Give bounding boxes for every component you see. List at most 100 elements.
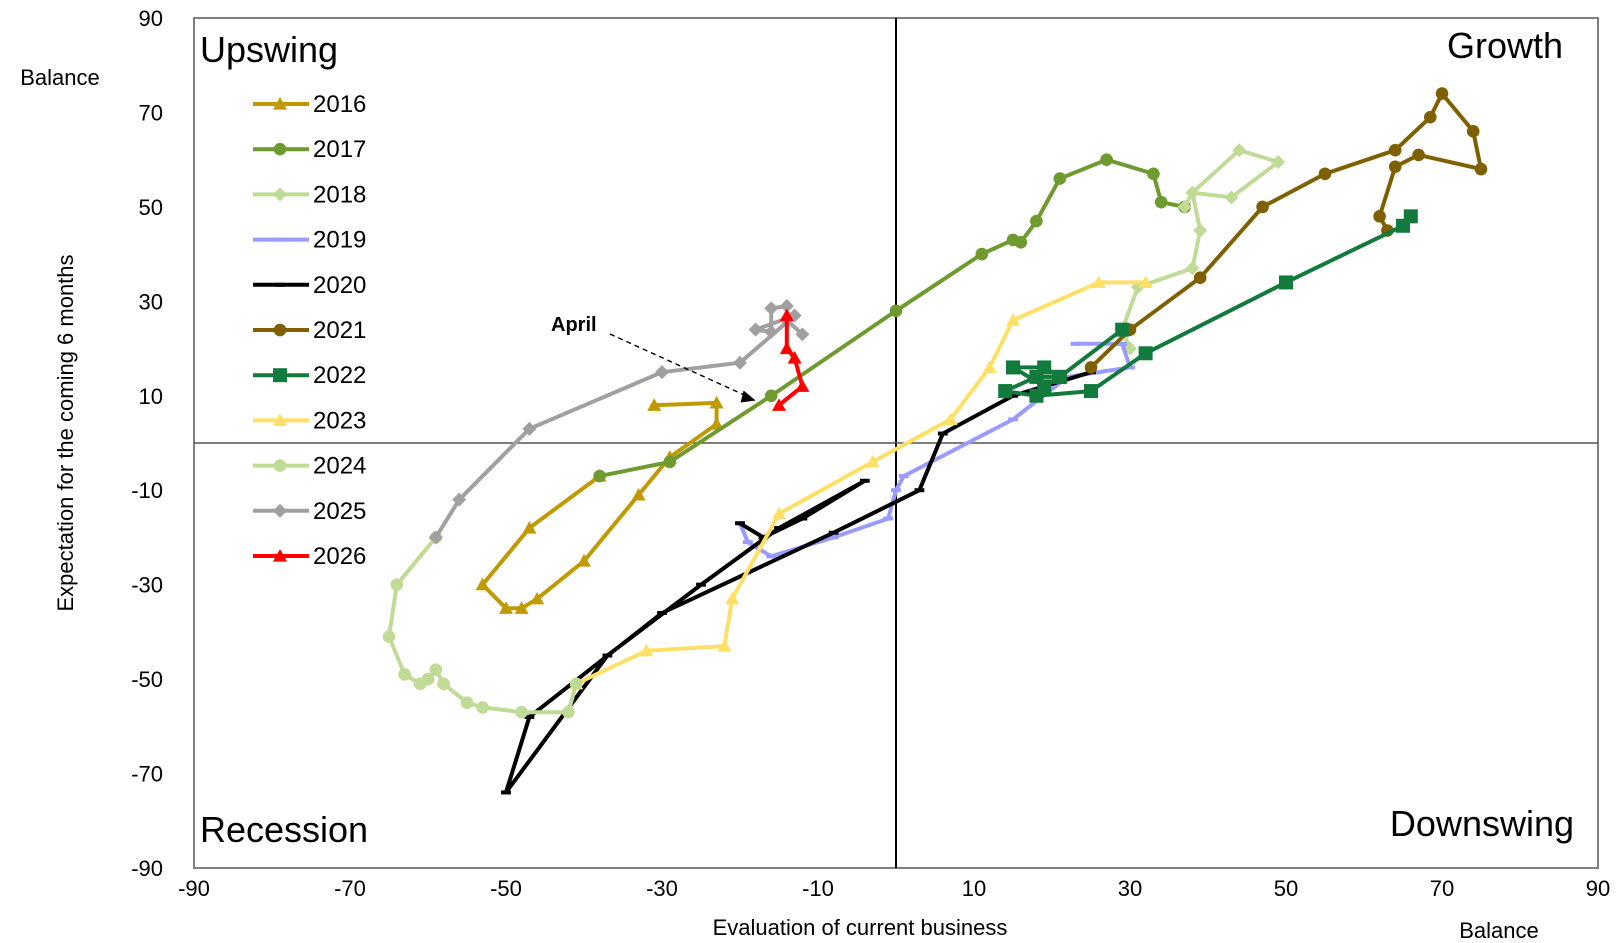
series-2023 bbox=[569, 275, 1153, 690]
series-point-2018-marker bbox=[1177, 199, 1192, 214]
series-point-2016-marker bbox=[709, 395, 724, 409]
legend-symbol-2022-marker bbox=[273, 368, 287, 383]
y-tick-label: -90 bbox=[131, 856, 163, 881]
series-point-2025-marker bbox=[452, 492, 467, 507]
series-point-2020-marker bbox=[758, 535, 769, 540]
series-point-2023-marker bbox=[943, 412, 958, 425]
series-point-2022-marker bbox=[1084, 384, 1098, 399]
series-point-2024-marker bbox=[515, 705, 528, 719]
series-point-2019-marker bbox=[766, 554, 777, 559]
legend-label-2025: 2025 bbox=[313, 498, 366, 525]
series-point-2020-marker bbox=[774, 526, 784, 530]
series-point-2024-marker bbox=[476, 701, 489, 714]
x-tick-label: 30 bbox=[1118, 876, 1142, 901]
series-point-2016-marker bbox=[475, 577, 490, 591]
legend-symbol-2026-marker bbox=[273, 549, 287, 562]
series-point-2025-marker bbox=[428, 530, 443, 545]
series-point-2020-marker bbox=[914, 488, 925, 493]
series-point-2023-marker bbox=[725, 591, 740, 605]
series-point-2019-marker bbox=[1062, 374, 1073, 379]
series-point-2026-marker bbox=[779, 341, 794, 355]
series-point-2023-marker bbox=[865, 454, 880, 468]
annotation-label: April bbox=[551, 314, 597, 336]
series-point-2019-marker bbox=[1117, 341, 1128, 346]
y-tick-label: 10 bbox=[139, 384, 163, 409]
series-point-2022-marker bbox=[1115, 322, 1130, 337]
series-point-2022-marker bbox=[1279, 275, 1293, 290]
series-point-2017-marker bbox=[663, 455, 677, 469]
series-point-2025-marker bbox=[764, 325, 779, 340]
series-point-2018-marker bbox=[1185, 185, 1200, 200]
y-tick-label: -30 bbox=[131, 573, 163, 598]
legend-item-2018: 2018 bbox=[253, 181, 366, 208]
legend-label-2020: 2020 bbox=[313, 272, 366, 299]
quadrant-label-growth: Growth bbox=[1447, 25, 1563, 66]
legend-label-2017: 2017 bbox=[313, 136, 366, 163]
quadrant-label-upswing: Upswing bbox=[200, 29, 338, 70]
legend-item-2022: 2022 bbox=[253, 362, 366, 389]
legend-item-2023: 2023 bbox=[253, 407, 366, 434]
series-point-2021-marker bbox=[1412, 148, 1425, 162]
legend: 2016 2017 2018 2019 2020 2021 2022 2023 2024 2025… bbox=[253, 91, 366, 570]
series-point-2023-marker bbox=[772, 506, 786, 520]
series-point-2018-marker bbox=[1185, 261, 1200, 276]
series-point-2016-marker bbox=[522, 521, 537, 534]
series-point-2020-marker bbox=[859, 478, 870, 483]
annotation-layer: April bbox=[551, 314, 756, 403]
series-layer bbox=[382, 87, 1488, 795]
x-tick-label: 70 bbox=[1430, 876, 1454, 901]
series-point-2020-marker bbox=[602, 653, 613, 658]
x-tick-label: 90 bbox=[1586, 876, 1610, 901]
series-point-2023-marker bbox=[1091, 275, 1106, 289]
series-point-2021-marker bbox=[1424, 110, 1437, 124]
series-point-2021-marker bbox=[1373, 210, 1386, 223]
series-point-2023-marker bbox=[1006, 313, 1020, 326]
series-point-2021-marker bbox=[1388, 160, 1402, 174]
series-point-2020-marker bbox=[828, 530, 839, 535]
x-tick-label: -10 bbox=[802, 876, 834, 901]
series-point-2020-marker bbox=[735, 521, 745, 526]
legend-item-2017: 2017 bbox=[253, 136, 366, 163]
series-point-2021-marker bbox=[1466, 125, 1480, 138]
series-point-2018-marker bbox=[1232, 143, 1247, 158]
series-point-2022-marker bbox=[1037, 379, 1052, 394]
series-point-2016-marker bbox=[514, 601, 529, 614]
series-point-2024-marker bbox=[398, 668, 411, 681]
x-tick-label: 10 bbox=[962, 876, 986, 901]
legend-symbol-2023-marker bbox=[273, 413, 287, 426]
series-point-2026-marker bbox=[795, 379, 810, 392]
x-tick-label: -70 bbox=[334, 876, 366, 901]
series-point-2025-marker bbox=[655, 365, 669, 380]
legend-symbol-2020-marker bbox=[275, 282, 285, 287]
legend-label-2022: 2022 bbox=[313, 362, 366, 389]
series-point-2023-marker bbox=[639, 643, 654, 657]
series-point-2026-marker bbox=[772, 398, 786, 411]
series-point-2021-marker bbox=[1256, 200, 1269, 214]
y-unit-label: Balance bbox=[20, 65, 100, 90]
series-point-2022-marker bbox=[1052, 369, 1067, 384]
y-tick-label: -10 bbox=[131, 478, 163, 503]
series-2022 bbox=[998, 209, 1418, 403]
y-tick-label: 70 bbox=[139, 100, 163, 125]
quadrant-label-downswing: Downswing bbox=[1390, 803, 1574, 844]
x-unit-label: Balance bbox=[1459, 918, 1539, 943]
series-point-2022-marker bbox=[1006, 360, 1020, 375]
legend-symbol-2024-marker bbox=[273, 459, 287, 472]
series-point-2021-marker bbox=[1388, 143, 1402, 157]
series-point-2016-marker bbox=[709, 417, 724, 430]
series-point-2020-marker bbox=[501, 790, 511, 795]
series-point-2026-marker bbox=[787, 351, 802, 364]
series-point-2017-marker bbox=[1147, 167, 1160, 181]
series-point-2022-marker bbox=[1396, 218, 1410, 233]
series-point-2024-marker bbox=[390, 578, 404, 591]
y-tick-label: 30 bbox=[139, 289, 163, 314]
legend-label-2024: 2024 bbox=[313, 453, 366, 480]
y-axis-title: Expectation for the coming 6 months bbox=[53, 254, 78, 611]
series-point-2016-marker bbox=[577, 554, 591, 567]
series-point-2024-marker bbox=[569, 677, 583, 691]
legend-symbol-2016-marker bbox=[273, 97, 287, 110]
series-point-2025-marker bbox=[795, 327, 810, 342]
series-point-2016-marker bbox=[647, 398, 662, 411]
legend-label-2016: 2016 bbox=[313, 91, 366, 118]
x-axis-title: Evaluation of current business bbox=[713, 915, 1008, 940]
